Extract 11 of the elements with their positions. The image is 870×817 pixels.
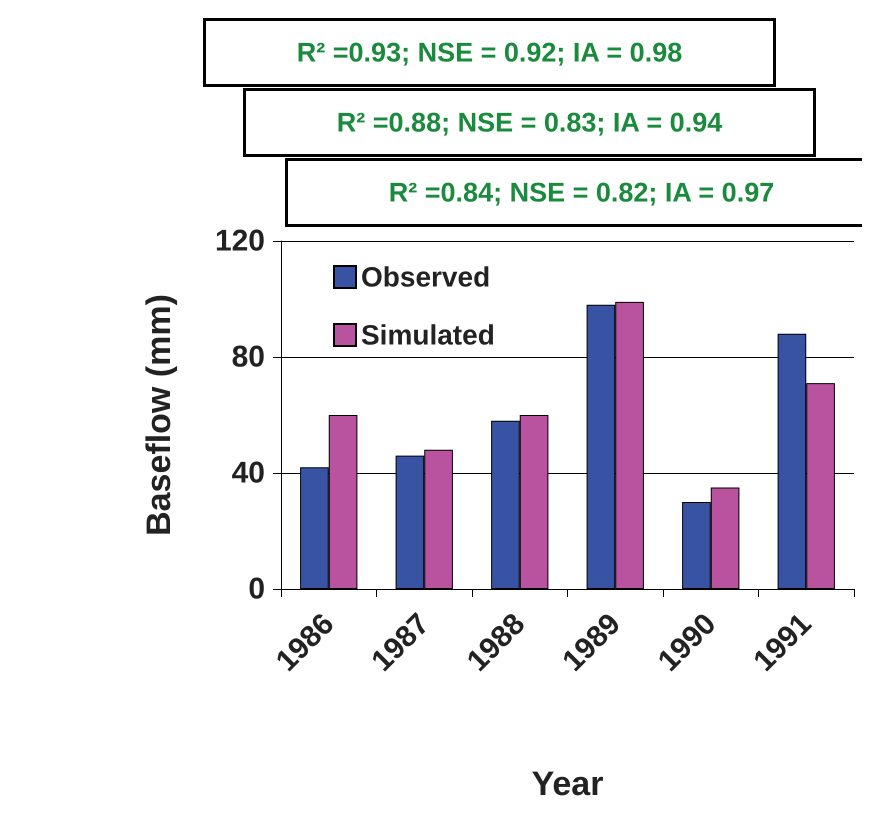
y-tick-label: 120 [214,224,265,258]
y-tick-label: 40 [232,456,265,490]
legend-label: Observed [361,262,490,292]
y-tick-label: 0 [248,572,265,606]
x-axis-title: Year [532,765,604,803]
text: R² =0.84; NSE = 0.82; IA = 0.97 [388,178,774,208]
text: R² =0.93; NSE = 0.92; IA = 0.98 [296,38,682,68]
y-axis-title: Baseflow (mm) [140,294,178,536]
legend-label: Simulated [361,320,495,350]
y-tick-label: 80 [232,340,265,374]
text: R² =0.88; NSE = 0.83; IA = 0.94 [336,108,722,138]
